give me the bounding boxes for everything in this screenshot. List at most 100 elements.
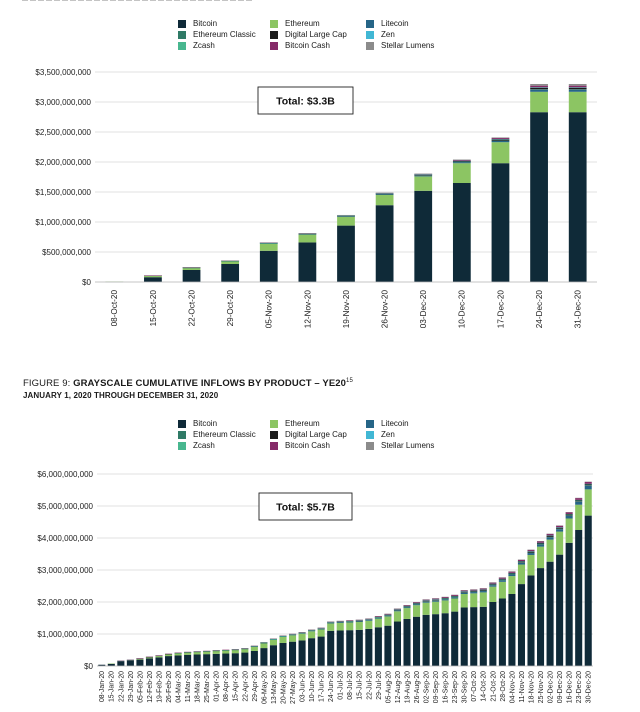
chart1-bar-segment: [530, 85, 548, 88]
chart2-bar-segment: [537, 568, 545, 666]
chart2-x-tick-label: 04-Nov-20: [509, 671, 516, 703]
legend-label: Ethereum: [285, 419, 320, 428]
chart2-bar-segment: [527, 553, 535, 555]
chart2-bar-segment: [489, 602, 497, 666]
chart2-bar-segment: [517, 561, 525, 563]
chart2-x-tick-label: 28-Oct-20: [500, 671, 507, 702]
chart2-x-tick-label: 22-Apr-20: [242, 671, 249, 702]
chart2-bar-segment: [517, 559, 525, 562]
chart2-x-tick-label: 15-Jul-20: [357, 671, 364, 700]
chart2-y-tick-label: $4,000,000,000: [37, 534, 93, 543]
chart1-total-box: [257, 86, 354, 115]
chart2-bar-segment: [336, 630, 344, 666]
chart2-x-tick-label: 16-Dec-20: [567, 671, 574, 703]
chart2-bar-segment: [565, 515, 573, 519]
chart1-legend-item: Ethereum: [270, 19, 366, 29]
chart2-bar-segment: [393, 610, 401, 612]
chart2-bar-segment: [479, 588, 487, 590]
chart1-bar-segment: [568, 87, 587, 90]
chart2-x-tick-label: 04-Mar-20: [175, 671, 182, 703]
chart2-total-annotation: Total: $5.7B: [276, 502, 335, 514]
chart1-x-tick-label: 12-Nov-20: [303, 290, 312, 329]
chart2-total-box: [258, 492, 353, 521]
chart2-x-tick-label: 29-Apr-20: [252, 671, 259, 702]
chart2-bar-segment: [422, 614, 430, 666]
chart1-legend-item: Litecoin: [366, 19, 458, 29]
chart2-bar-segment: [193, 654, 201, 666]
chart1-x-tick-label: 15-Oct-20: [149, 290, 158, 327]
chart2-bar-segment: [537, 541, 545, 543]
chart2-bar-segment: [498, 577, 506, 579]
chart2-bar-segment: [451, 594, 459, 596]
chart2-bar-segment: [575, 498, 583, 500]
chart1-legend: Bitcoin Ethereum Litecoin Ethereum Classic D…: [178, 19, 468, 51]
chart2-bar-segment: [413, 616, 421, 666]
chart1-legend-item: Digital Large Cap: [270, 30, 366, 40]
chart2-x-tick-label: 27-May-20: [290, 671, 297, 704]
chart2-x-tick-label: 02-Sep-20: [423, 671, 430, 703]
chart2-bar-segment: [432, 601, 440, 615]
chart2-x-tick-label: 10-Jun-20: [309, 671, 316, 702]
chart1-bar-segment: [530, 112, 548, 282]
chart2-bar-segment: [241, 649, 249, 653]
chart2-bar-segment: [231, 653, 239, 666]
legend-label: Ethereum Classic: [193, 430, 256, 439]
chart2-bar-segment: [556, 554, 564, 666]
chart2-bar-segment: [479, 592, 487, 607]
chart2-bar-segment: [98, 664, 106, 666]
chart2-bar-segment: [184, 652, 192, 655]
chart2-x-tick-label: 26-Aug-20: [414, 671, 421, 703]
chart2-bar-segment: [260, 648, 268, 666]
chart2-bar-segment: [365, 620, 373, 621]
chart2-bar-segment: [556, 531, 564, 555]
chart2-x-tick-label: 21-Oct-20: [490, 671, 497, 702]
legend-label: Ethereum: [285, 19, 320, 28]
chart2-bar-segment: [508, 594, 516, 666]
chart2-legend: Bitcoin Ethereum Litecoin Ethereum Classic D…: [178, 419, 468, 451]
chart2-bar-segment: [422, 602, 430, 615]
chart2-bar-segment: [565, 512, 573, 514]
chart2-x-tick-label: 13-May-20: [271, 671, 278, 704]
chart2-bar-segment: [231, 650, 239, 654]
legend-swatch: [366, 31, 374, 39]
chart2-bar-segment: [422, 601, 430, 603]
chart2-bar-segment: [250, 650, 258, 666]
chart1-x-tick-label: 19-Nov-20: [342, 290, 351, 329]
chart2-bar-segment: [575, 504, 583, 530]
chart2-bar-segment: [374, 627, 382, 666]
cropped-caption-fragment: [22, 0, 252, 1]
chart2-bar-segment: [298, 633, 306, 641]
chart1-bar-segment: [491, 137, 510, 139]
chart2-x-tick-label: 09-Sep-20: [433, 671, 440, 703]
chart2-bar-segment: [393, 608, 401, 610]
chart1-bar-segment: [530, 91, 548, 113]
chart2-x-tick-label: 29-Jul-20: [376, 671, 383, 700]
chart2-bar-segment: [470, 589, 478, 591]
chart2-bar-segment: [537, 544, 545, 547]
chart2-bar-segment: [136, 659, 144, 666]
chart2-bar-segment: [403, 608, 411, 619]
chart1-x-tick-label: 26-Nov-20: [380, 290, 389, 329]
chart2-bar-segment: [269, 639, 277, 646]
chart2-bar-segment: [327, 623, 335, 631]
chart1-stacked-bar: $0 $500,000,000 $1,000,000,000 $1,500,000,0…: [35, 68, 597, 329]
chart1-y-tick-label: $1,500,000,000: [35, 188, 91, 197]
chart2-legend-item: Bitcoin Cash: [270, 441, 366, 451]
chart2-bar-segment: [470, 607, 478, 666]
chart2-legend-item: Digital Large Cap: [270, 430, 366, 440]
legend-label: Digital Large Cap: [285, 30, 347, 39]
chart2-bar-segment: [575, 500, 583, 502]
chart2-bar-segment: [365, 620, 373, 629]
chart1-bar-segment: [452, 163, 471, 183]
chart1-bar-segment: [530, 89, 548, 92]
legend-label: Digital Large Cap: [285, 430, 347, 439]
chart2-bar-segment: [403, 607, 411, 609]
chart2-bar-segment: [527, 554, 535, 576]
chart1-y-tick-label: $0: [82, 278, 91, 287]
chart2-bar-segment: [260, 643, 268, 649]
figure9-number: FIGURE 9:: [23, 378, 74, 390]
chart2-bar-segment: [355, 622, 363, 630]
chart1-bar-segment: [452, 160, 471, 161]
chart2-bar-segment: [479, 589, 487, 591]
figure9-title: FIGURE 9: GRAYSCALE CUMULATIVE INFLOWS B…: [23, 378, 353, 389]
